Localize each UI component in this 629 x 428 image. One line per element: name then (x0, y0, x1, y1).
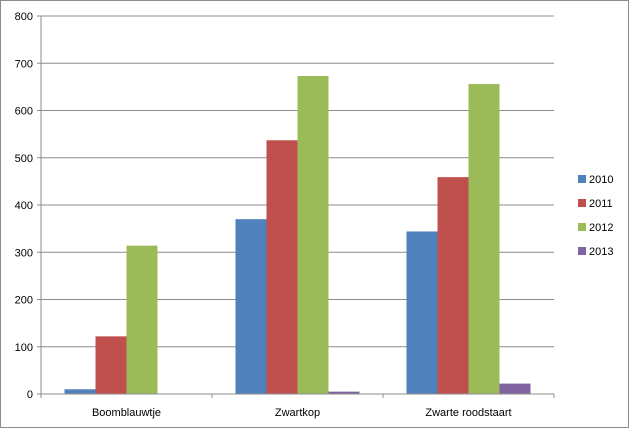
legend-label: 2013 (589, 246, 613, 258)
legend-swatch-2010 (578, 175, 586, 183)
y-tick-label: 400 (15, 200, 33, 212)
bar-2011-0 (95, 336, 127, 394)
legend-label: 2010 (589, 174, 613, 186)
y-tick-label: 600 (15, 106, 33, 118)
y-tick-label: 0 (27, 389, 33, 401)
bar-2011-2 (437, 177, 469, 394)
bar-2010-0 (64, 389, 96, 394)
legend-swatch-2011 (578, 199, 586, 207)
bar-2010-2 (406, 231, 438, 394)
x-tick-label: Zwartkop (275, 407, 320, 419)
y-tick-label: 500 (15, 153, 33, 165)
bars (64, 76, 531, 394)
bar-2012-2 (468, 84, 500, 394)
bar-2013-2 (499, 383, 531, 394)
y-tick-label: 700 (15, 58, 33, 70)
legend-swatch-2012 (578, 223, 586, 231)
axes: 0 100 200 300 400 500 600 700 800 Boomblauwtje Zwa… (15, 11, 555, 419)
legend-label: 2012 (589, 222, 613, 234)
bar-2011-1 (266, 140, 298, 394)
bar-2012-0 (126, 245, 158, 394)
legend-label: 2011 (589, 198, 613, 210)
y-tick-label: 200 (15, 295, 33, 307)
bar-2013-1 (328, 391, 360, 394)
legend-swatch-2013 (578, 247, 586, 255)
bar-2010-1 (235, 219, 267, 394)
y-tick-label: 100 (15, 342, 33, 354)
y-tick-label: 800 (15, 11, 33, 23)
y-tick-label: 300 (15, 247, 33, 259)
legend: 2010 2011 2012 2013 (578, 174, 613, 258)
x-tick-label: Zwarte roodstaart (425, 407, 511, 419)
x-tick-label: Boomblauwtje (92, 407, 161, 419)
bar-2012-1 (297, 76, 329, 394)
